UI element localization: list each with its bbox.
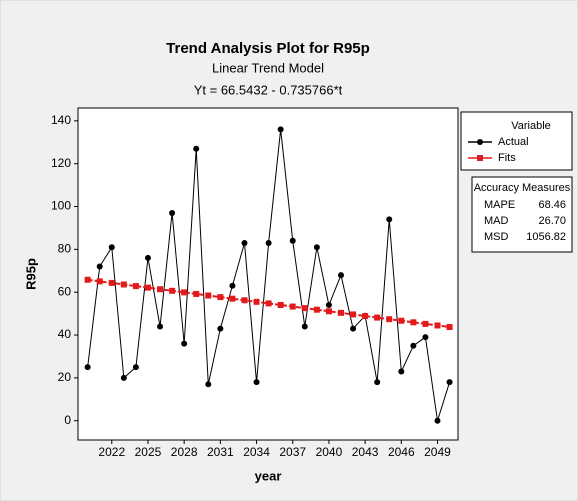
data-point [96, 278, 103, 285]
x-tick-label: 2037 [279, 445, 306, 459]
y-tick-label: 0 [64, 413, 71, 427]
data-point [313, 306, 320, 313]
y-tick-label: 60 [58, 284, 72, 298]
accuracy-title: Accuracy Measures [474, 182, 571, 194]
data-point [241, 239, 248, 246]
chart-subtitle: Linear Trend Model [212, 60, 324, 75]
data-point [253, 298, 260, 305]
data-point [157, 323, 164, 330]
data-point [132, 364, 139, 371]
data-point [362, 313, 369, 320]
data-point [301, 323, 308, 330]
data-point [84, 364, 91, 371]
data-point [337, 309, 344, 316]
data-point [374, 379, 381, 386]
data-point [205, 381, 212, 388]
data-point [398, 317, 405, 324]
data-point [410, 342, 417, 349]
x-tick-label: 2040 [316, 445, 343, 459]
x-tick-label: 2043 [352, 445, 379, 459]
data-point [181, 289, 188, 296]
data-point [193, 145, 200, 152]
data-point [374, 314, 381, 321]
data-point [253, 379, 260, 386]
data-point [410, 319, 417, 326]
data-point [120, 281, 127, 288]
accuracy-name: MSD [484, 231, 509, 243]
legend-marker [477, 155, 483, 161]
data-point [193, 290, 200, 297]
data-point [325, 308, 332, 315]
x-tick-label: 2034 [243, 445, 270, 459]
data-point [120, 374, 127, 381]
data-point [229, 282, 236, 289]
equation: Yt = 66.5432 - 0.735766*t [194, 82, 343, 97]
x-tick-label: 2025 [135, 445, 162, 459]
data-point [265, 239, 272, 246]
legend-marker [477, 139, 483, 145]
data-point [205, 292, 212, 299]
legend-label: Actual [498, 136, 529, 148]
y-axis-label: R95p [23, 258, 38, 290]
x-tick-label: 2031 [207, 445, 234, 459]
accuracy-value: 26.70 [538, 215, 566, 227]
data-point [265, 300, 272, 307]
data-point [169, 209, 176, 216]
data-point [434, 322, 441, 329]
y-tick-label: 120 [51, 156, 71, 170]
accuracy-value: 68.46 [538, 199, 566, 211]
x-tick-label: 2049 [424, 445, 451, 459]
y-tick-label: 40 [58, 327, 72, 341]
data-point [398, 368, 405, 375]
data-point [446, 324, 453, 331]
data-point [422, 334, 429, 341]
data-point [277, 126, 284, 133]
data-point [84, 276, 91, 283]
x-tick-label: 2028 [171, 445, 198, 459]
data-point [446, 379, 453, 386]
data-point [313, 244, 320, 251]
data-point [350, 311, 357, 318]
data-point [144, 254, 151, 261]
x-axis-label: year [255, 468, 282, 483]
data-point [132, 283, 139, 290]
plot-area [77, 107, 459, 441]
data-point [108, 244, 115, 251]
data-point [386, 216, 393, 223]
data-point [301, 305, 308, 312]
data-point [181, 340, 188, 347]
legend-title: Variable [511, 120, 551, 132]
x-tick-label: 2022 [98, 445, 125, 459]
chart-title: Trend Analysis Plot for R95p [166, 40, 370, 57]
accuracy-value: 1056.82 [526, 231, 566, 243]
data-point [434, 417, 441, 424]
data-point [350, 325, 357, 332]
legend-label: Fits [498, 152, 516, 164]
data-point [325, 302, 332, 309]
data-point [289, 237, 296, 244]
data-point [277, 301, 284, 308]
data-point [229, 295, 236, 302]
y-tick-label: 100 [51, 199, 71, 213]
data-point [217, 294, 224, 301]
y-tick-label: 80 [58, 242, 72, 256]
x-tick-label: 2046 [388, 445, 415, 459]
data-point [169, 287, 176, 294]
data-point [422, 320, 429, 327]
y-tick-label: 140 [51, 113, 71, 127]
data-point [241, 297, 248, 304]
data-point [289, 303, 296, 310]
data-point [386, 316, 393, 323]
data-point [337, 272, 344, 279]
accuracy-name: MAPE [484, 199, 515, 211]
accuracy-box [471, 176, 573, 253]
data-point [217, 325, 224, 332]
data-point [157, 286, 164, 293]
data-point [96, 263, 103, 270]
accuracy-name: MAD [484, 215, 509, 227]
data-point [144, 284, 151, 291]
data-point [108, 279, 115, 286]
y-tick-label: 20 [58, 370, 72, 384]
